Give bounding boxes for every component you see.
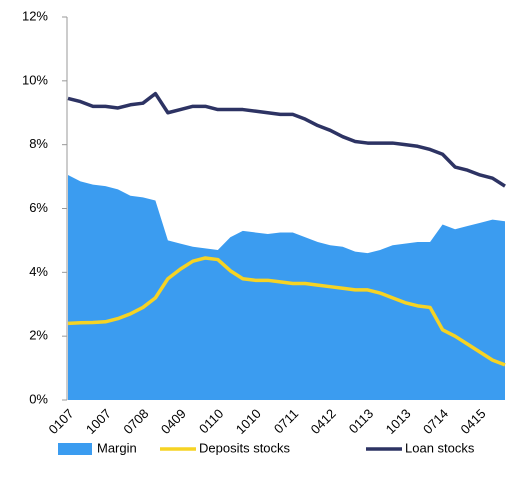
y-tick-label: 4% — [29, 264, 48, 279]
y-tick-label: 10% — [22, 72, 48, 87]
x-tick-label: 1010 — [233, 406, 264, 437]
x-tick-label: 0415 — [458, 406, 489, 437]
y-tick-label: 8% — [29, 136, 48, 151]
x-tick-label: 0714 — [420, 406, 451, 437]
legend-label: Deposits stocks — [199, 440, 291, 455]
x-tick-label: 0110 — [196, 406, 226, 436]
line — [67, 256, 506, 367]
x-tick-label: 0107 — [45, 406, 76, 437]
y-tick-label: 6% — [29, 200, 48, 215]
x-tick-label: 0711 — [271, 406, 301, 436]
x-tick-label: 0708 — [120, 406, 151, 437]
line — [67, 91, 506, 188]
y-tick-label: 12% — [22, 8, 48, 23]
x-tick-label: 0412 — [308, 406, 339, 437]
y-tick-label: 0% — [29, 391, 48, 406]
y-tick-label: 2% — [29, 328, 48, 343]
legend-label: Loan stocks — [405, 440, 475, 455]
legend-swatch — [58, 443, 92, 455]
area — [68, 174, 505, 400]
x-tick-label: 1013 — [383, 406, 414, 437]
x-tick-label: 1007 — [83, 406, 114, 437]
x-tick-label: 0409 — [158, 406, 189, 437]
legend-label: Margin — [97, 440, 137, 455]
x-tick-label: 0113 — [346, 406, 376, 436]
